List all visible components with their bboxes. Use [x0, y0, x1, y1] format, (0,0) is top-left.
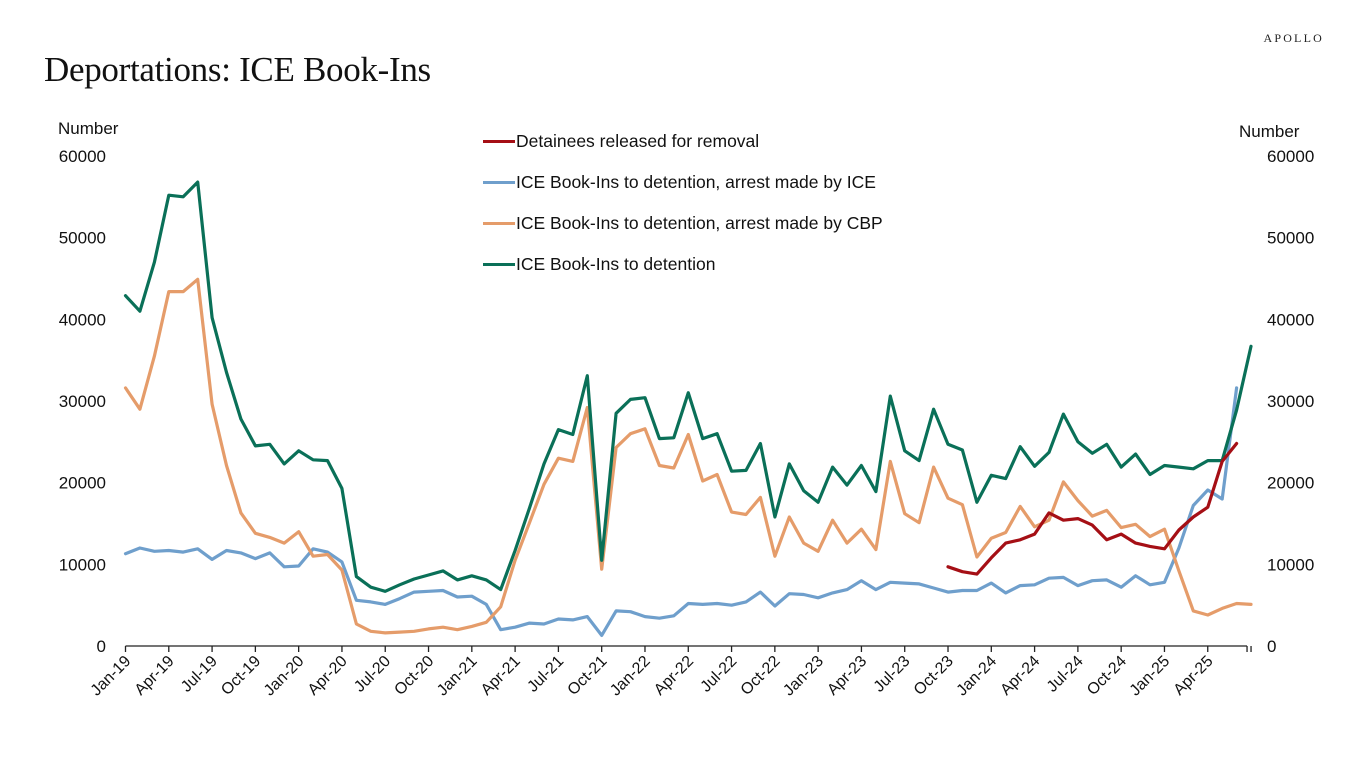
- y-axis-left: 0 10000 20000 30000 40000 50000 60000: [59, 147, 106, 656]
- legend-swatch: [483, 221, 515, 226]
- y-tick-label-right: 10000: [1267, 555, 1314, 574]
- legend-item: Detainees released for removal: [483, 121, 883, 162]
- x-tick-label: Apr-25: [1171, 653, 1217, 699]
- series-line-2: [123, 277, 1253, 635]
- y-tick-label-left: 60000: [59, 147, 106, 166]
- x-tick-label: Oct-23: [911, 653, 957, 699]
- legend-label: ICE Book-Ins to detention, arrest made b…: [516, 172, 876, 192]
- series-lines: [123, 180, 1253, 638]
- y-tick-label-left: 10000: [59, 555, 106, 574]
- x-tick-label: Jan-20: [261, 653, 308, 700]
- brand-logo: APOLLO: [1263, 31, 1324, 45]
- x-tick-label: Apr-23: [824, 653, 870, 699]
- x-tick-label: Oct-20: [391, 653, 437, 699]
- x-tick-label: Apr-21: [478, 653, 524, 699]
- x-tick-label: Jul-21: [524, 653, 567, 696]
- x-tick-label: Jul-23: [871, 653, 914, 696]
- y-tick-label-left: 0: [97, 637, 106, 656]
- y-tick-label-left: 30000: [59, 392, 106, 411]
- x-tick-label: Oct-22: [738, 653, 784, 699]
- x-tick-label: Apr-19: [132, 653, 178, 699]
- y-axis-label-right: Number: [1239, 122, 1300, 141]
- x-tick-label: Jul-24: [1044, 653, 1087, 696]
- x-tick-label: Jul-20: [351, 653, 394, 696]
- y-axis-label-left: Number: [58, 119, 119, 138]
- y-tick-label-right: 0: [1267, 637, 1276, 656]
- chart-title: Deportations: ICE Book-Ins: [44, 50, 431, 89]
- x-tick-label: Jul-19: [178, 653, 221, 696]
- series-line-3: [123, 180, 1253, 593]
- legend-item: ICE Book-Ins to detention: [483, 244, 883, 285]
- legend-label: Detainees released for removal: [516, 131, 760, 151]
- x-tick-label: Oct-24: [1084, 653, 1130, 699]
- x-tick-label: Apr-20: [305, 653, 351, 699]
- legend: Detainees released for removal ICE Book-I…: [483, 121, 883, 285]
- legend-label: ICE Book-Ins to detention: [516, 254, 716, 274]
- y-tick-label-right: 20000: [1267, 474, 1314, 493]
- y-tick-label-left: 40000: [59, 310, 106, 329]
- legend-swatch: [483, 180, 515, 185]
- legend-label: ICE Book-Ins to detention, arrest made b…: [516, 213, 883, 233]
- x-tick-label: Jan-25: [1127, 653, 1174, 700]
- legend-swatch: [483, 262, 515, 267]
- legend-item: ICE Book-Ins to detention, arrest made b…: [483, 162, 883, 203]
- x-tick-label: Apr-22: [651, 653, 697, 699]
- y-tick-label-right: 30000: [1267, 392, 1314, 411]
- x-tick-label: Jan-22: [607, 653, 654, 700]
- x-tick-label: Jan-21: [434, 653, 481, 700]
- y-tick-label-left: 50000: [59, 229, 106, 248]
- x-tick-label: Oct-19: [218, 653, 264, 699]
- x-tick-label: Jan-23: [780, 653, 827, 700]
- x-tick-label: Apr-24: [997, 653, 1043, 699]
- x-tick-label: Jan-24: [954, 653, 1001, 700]
- x-tick-label: Oct-21: [565, 653, 611, 699]
- legend-item: ICE Book-Ins to detention, arrest made b…: [483, 203, 883, 244]
- y-tick-label-left: 20000: [59, 474, 106, 493]
- y-axis-right: 0 10000 20000 30000 40000 50000 60000: [1267, 147, 1314, 656]
- series-line-0: [946, 441, 1239, 576]
- y-tick-label-right: 60000: [1267, 147, 1314, 166]
- y-tick-label-right: 40000: [1267, 310, 1314, 329]
- legend-swatch: [483, 139, 515, 144]
- x-tick-label: Jan-19: [88, 653, 135, 700]
- x-tick-label: Jul-22: [698, 653, 741, 696]
- y-tick-label-right: 50000: [1267, 229, 1314, 248]
